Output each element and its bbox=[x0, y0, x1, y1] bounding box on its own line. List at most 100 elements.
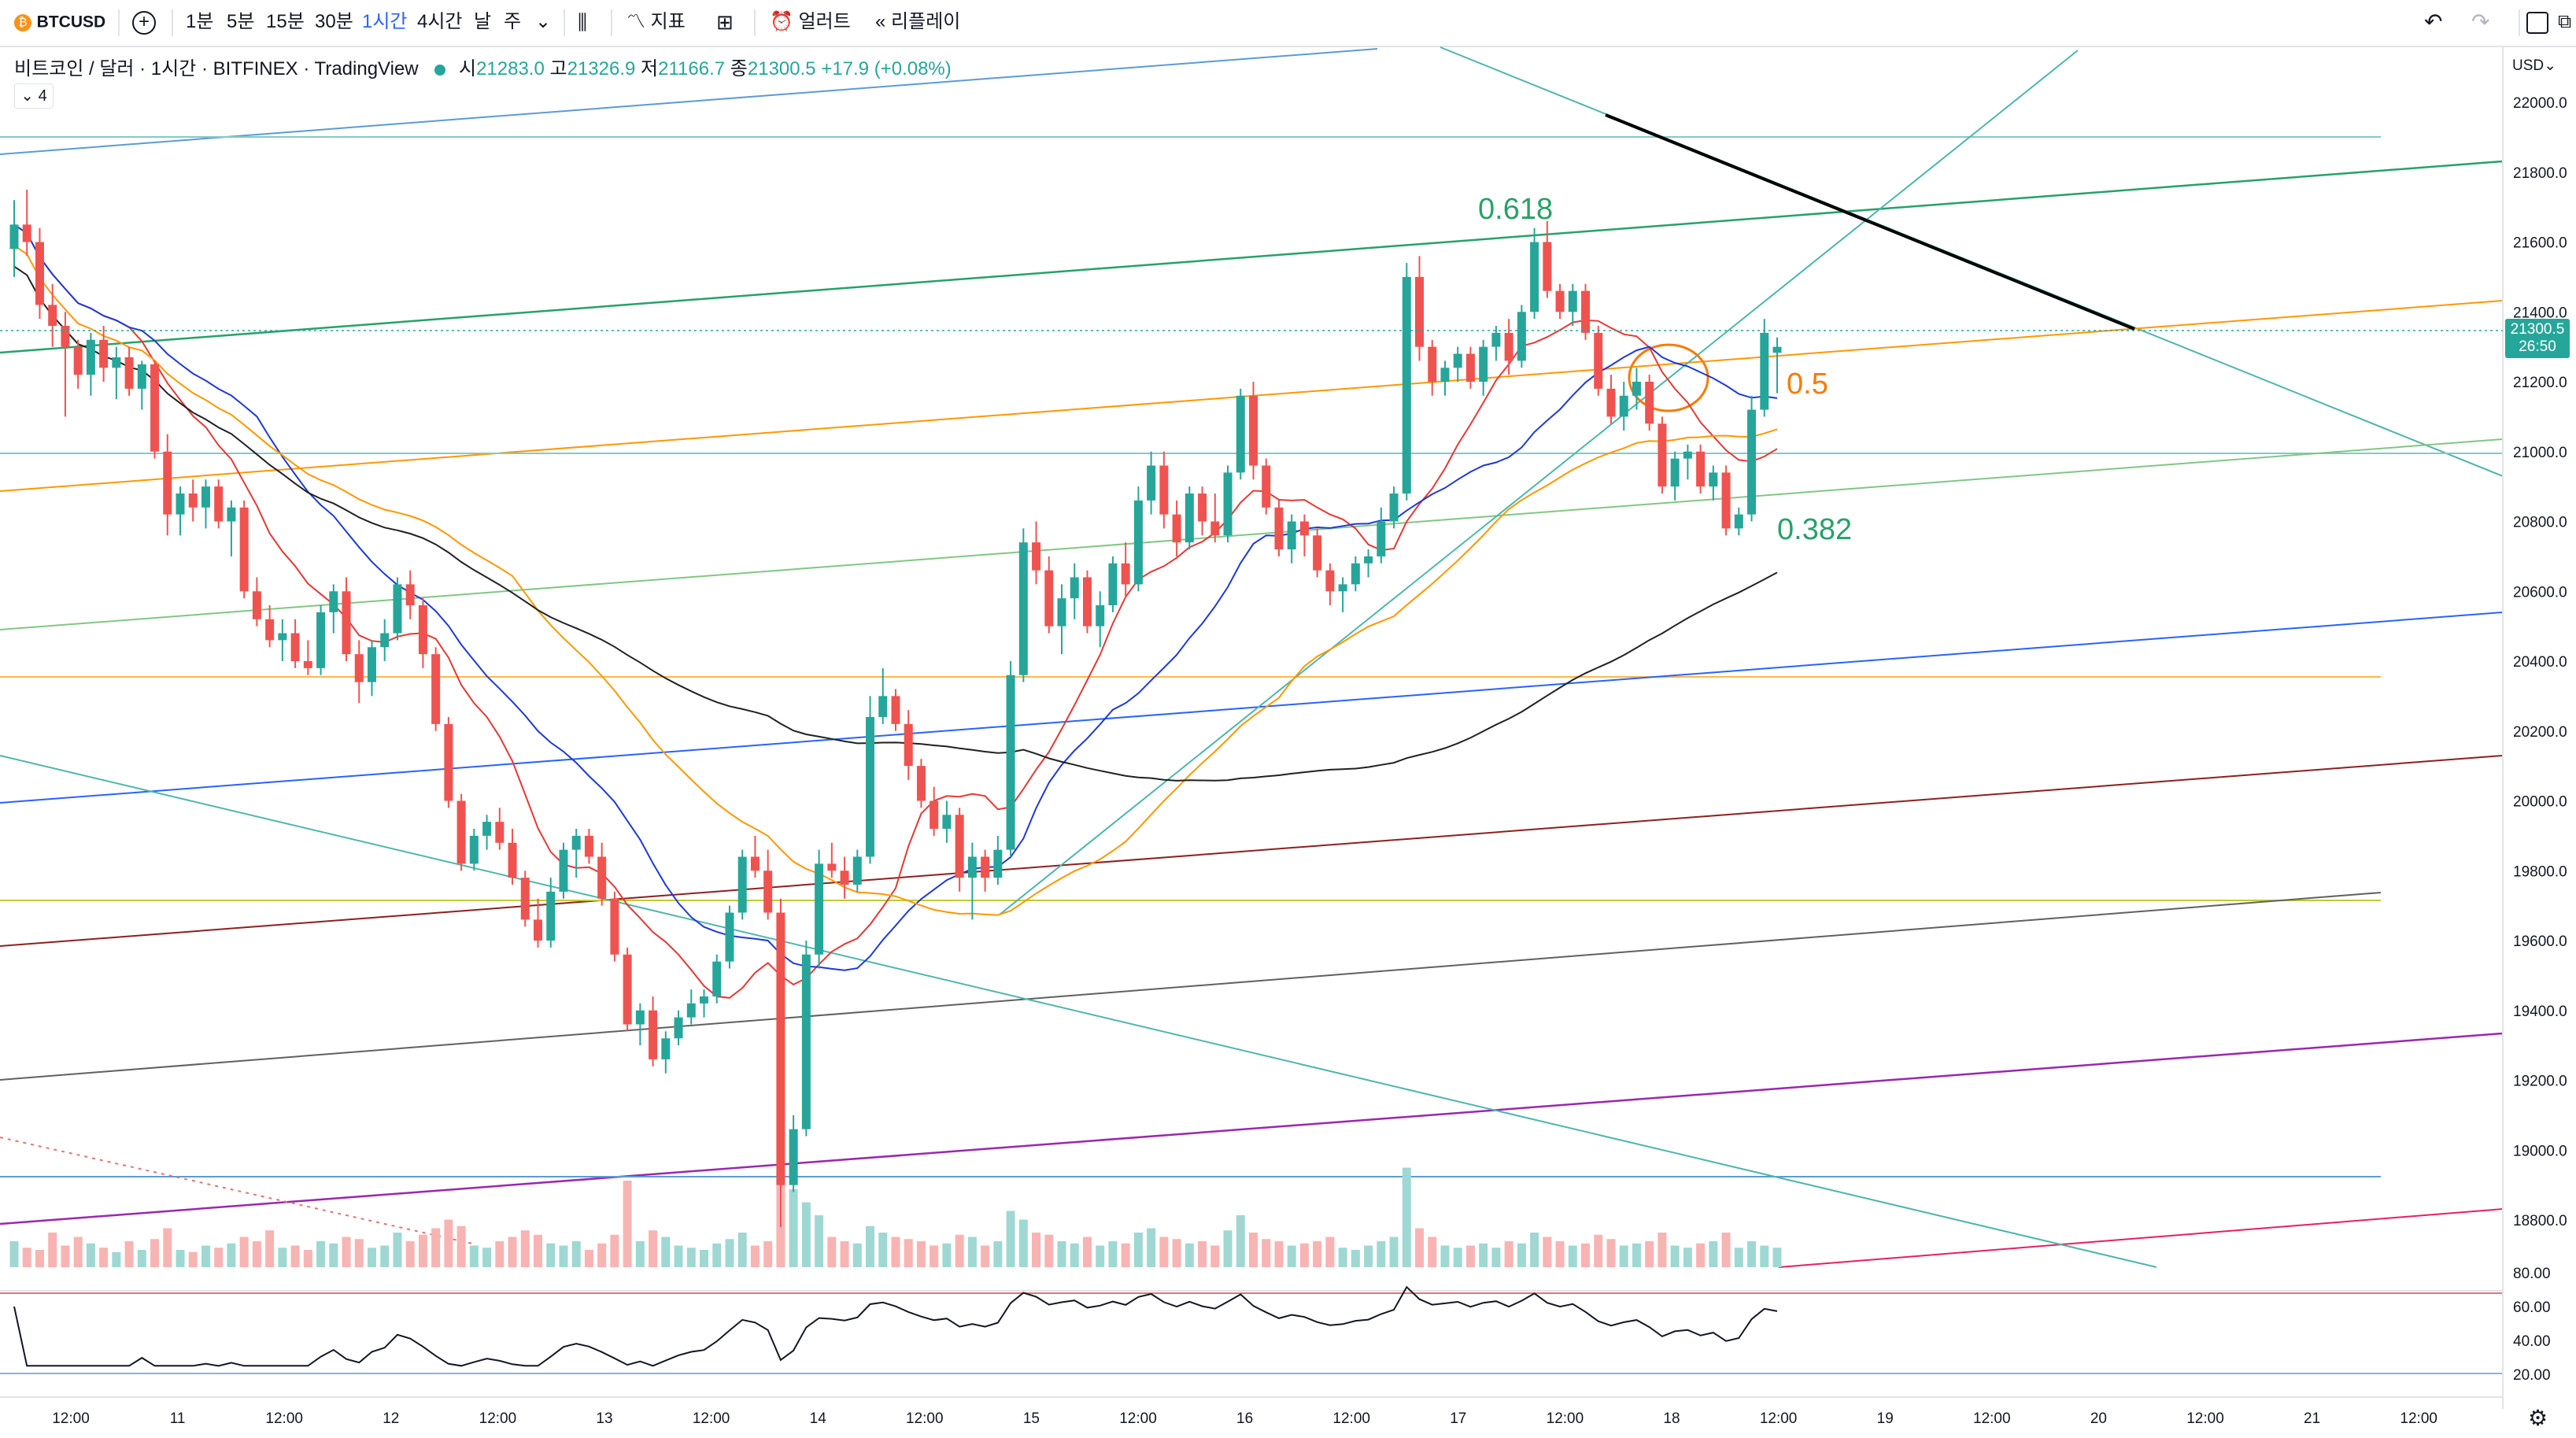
time-tick-label: 12:00 bbox=[1547, 1410, 1584, 1427]
candle-body bbox=[1440, 368, 1450, 382]
candle-body bbox=[176, 494, 185, 515]
chart-legend: 비트코인 / 달러 · 1시간 · BITFINEX · TradingView… bbox=[14, 55, 952, 83]
volume-bar bbox=[1044, 1234, 1054, 1267]
separator bbox=[564, 9, 565, 36]
candle-body bbox=[904, 723, 913, 767]
chevron-down-icon: ⌄ bbox=[535, 11, 552, 32]
candle-body bbox=[508, 842, 517, 878]
candle-body bbox=[827, 863, 837, 871]
candle-body bbox=[469, 835, 479, 864]
fib-0382-label[interactable]: 0.382 bbox=[1777, 513, 1852, 546]
volume-bar bbox=[1453, 1248, 1462, 1267]
volume-bar bbox=[1402, 1167, 1411, 1267]
candle-body bbox=[188, 494, 198, 508]
price-tick-label: 19200.0 bbox=[2513, 1074, 2567, 1090]
fullscreen-button[interactable] bbox=[2526, 6, 2548, 38]
time-tick-label: 17 bbox=[1450, 1410, 1466, 1427]
interval-dropdown[interactable]: ⌄ bbox=[535, 6, 551, 38]
candle-body bbox=[1248, 395, 1258, 466]
alert-button[interactable]: ⏰ 얼러트 bbox=[770, 6, 851, 38]
gear-icon[interactable]: ⚙ bbox=[2528, 1406, 2548, 1430]
volume-bar bbox=[482, 1248, 492, 1267]
interval-15m[interactable]: 15분 bbox=[266, 11, 305, 32]
legend-title[interactable]: 비트코인 / 달러 · 1시간 · BITFINEX · TradingView bbox=[14, 58, 419, 79]
fib-05-label[interactable]: 0.5 bbox=[1787, 368, 1828, 401]
volume-bar bbox=[1581, 1243, 1591, 1267]
bitcoin-icon: ₿ bbox=[14, 13, 31, 31]
candle-body bbox=[1696, 451, 1706, 487]
indicators-toggle[interactable]: ⌄ 4 bbox=[14, 83, 54, 109]
interval-4h[interactable]: 4시간 bbox=[417, 11, 463, 32]
time-tick-label: 12:00 bbox=[693, 1410, 730, 1427]
interval-5m[interactable]: 5분 bbox=[227, 11, 255, 32]
indicators-button[interactable]: 〽 지표 bbox=[626, 6, 686, 38]
candle-body bbox=[1632, 382, 1641, 396]
layouts-button[interactable]: ⊞ bbox=[716, 6, 734, 38]
replay-button[interactable]: « 리플레이 bbox=[875, 6, 960, 38]
interval-1h[interactable]: 1시간 bbox=[362, 11, 408, 32]
candle-body bbox=[686, 1003, 696, 1018]
price-tick-label: 21400.0 bbox=[2513, 305, 2567, 321]
volume-bar bbox=[431, 1228, 441, 1267]
interval-30m[interactable]: 30분 bbox=[315, 11, 353, 32]
candle-body bbox=[444, 723, 453, 801]
redo-button[interactable]: ↷ bbox=[2471, 6, 2489, 38]
volume-bar bbox=[1543, 1237, 1552, 1267]
separator bbox=[2519, 9, 2520, 36]
candle-body bbox=[635, 1010, 645, 1025]
volume-bar bbox=[1619, 1245, 1628, 1267]
symbol-search[interactable]: ₿ BTCUSD bbox=[14, 6, 105, 38]
ma-40-line bbox=[13, 245, 1778, 916]
candle-body bbox=[354, 654, 364, 682]
interval-1m[interactable]: 1분 bbox=[186, 11, 214, 32]
volume-bar bbox=[1274, 1241, 1284, 1267]
volume-bar bbox=[674, 1245, 683, 1267]
candle-body bbox=[1747, 409, 1757, 515]
volume-bar bbox=[380, 1245, 390, 1267]
currency-selector[interactable]: USD⌄ bbox=[2512, 57, 2557, 74]
volume-bar bbox=[610, 1234, 619, 1267]
volume-bar bbox=[840, 1241, 849, 1267]
volume-bar bbox=[878, 1233, 888, 1267]
interval-day[interactable]: 날 bbox=[474, 11, 492, 32]
undo-button[interactable]: ↶ bbox=[2424, 6, 2442, 38]
snapshot-button[interactable]: ⧉ bbox=[2558, 6, 2571, 38]
current-price-tag: 21300.5 26:50 bbox=[2505, 319, 2570, 358]
candle-body bbox=[1147, 465, 1156, 501]
candle-body bbox=[725, 912, 734, 962]
volume-bar bbox=[1709, 1241, 1718, 1267]
candle-body bbox=[1223, 472, 1233, 536]
candle-body bbox=[1044, 570, 1054, 627]
candle-body bbox=[1568, 290, 1577, 312]
interval-week[interactable]: 주 bbox=[504, 11, 522, 32]
candle-body bbox=[367, 647, 376, 682]
chart-type-button[interactable]: ⫼ bbox=[578, 6, 587, 38]
volume-bar bbox=[712, 1243, 722, 1267]
candle-body bbox=[99, 339, 109, 368]
candlesticks bbox=[9, 189, 1782, 1227]
trend-lines[interactable] bbox=[0, 46, 2504, 1268]
volume-bar bbox=[763, 1241, 773, 1267]
volume-bar bbox=[1772, 1248, 1782, 1267]
candle-body bbox=[1530, 242, 1539, 312]
candle-body bbox=[955, 815, 964, 878]
volume-bar bbox=[418, 1234, 427, 1267]
candle-body bbox=[981, 856, 990, 878]
price-tick-label: 21800.0 bbox=[2513, 165, 2567, 182]
candle-body bbox=[61, 326, 70, 347]
fib-0618-label[interactable]: 0.618 bbox=[1478, 193, 1553, 226]
separator bbox=[611, 9, 612, 36]
volume-bar bbox=[1070, 1243, 1079, 1267]
candle-body bbox=[1479, 346, 1488, 382]
volume-bar bbox=[1670, 1245, 1680, 1267]
rsi-pane bbox=[0, 1285, 2503, 1374]
candle-body bbox=[789, 1129, 798, 1185]
volume-bar bbox=[891, 1237, 900, 1267]
volume-bar bbox=[1645, 1241, 1654, 1267]
add-symbol-button[interactable]: + bbox=[132, 6, 156, 38]
candle-body bbox=[201, 486, 210, 508]
volume-bar bbox=[1248, 1233, 1258, 1267]
volume-bar bbox=[955, 1234, 964, 1267]
volume-bar bbox=[1185, 1243, 1194, 1267]
